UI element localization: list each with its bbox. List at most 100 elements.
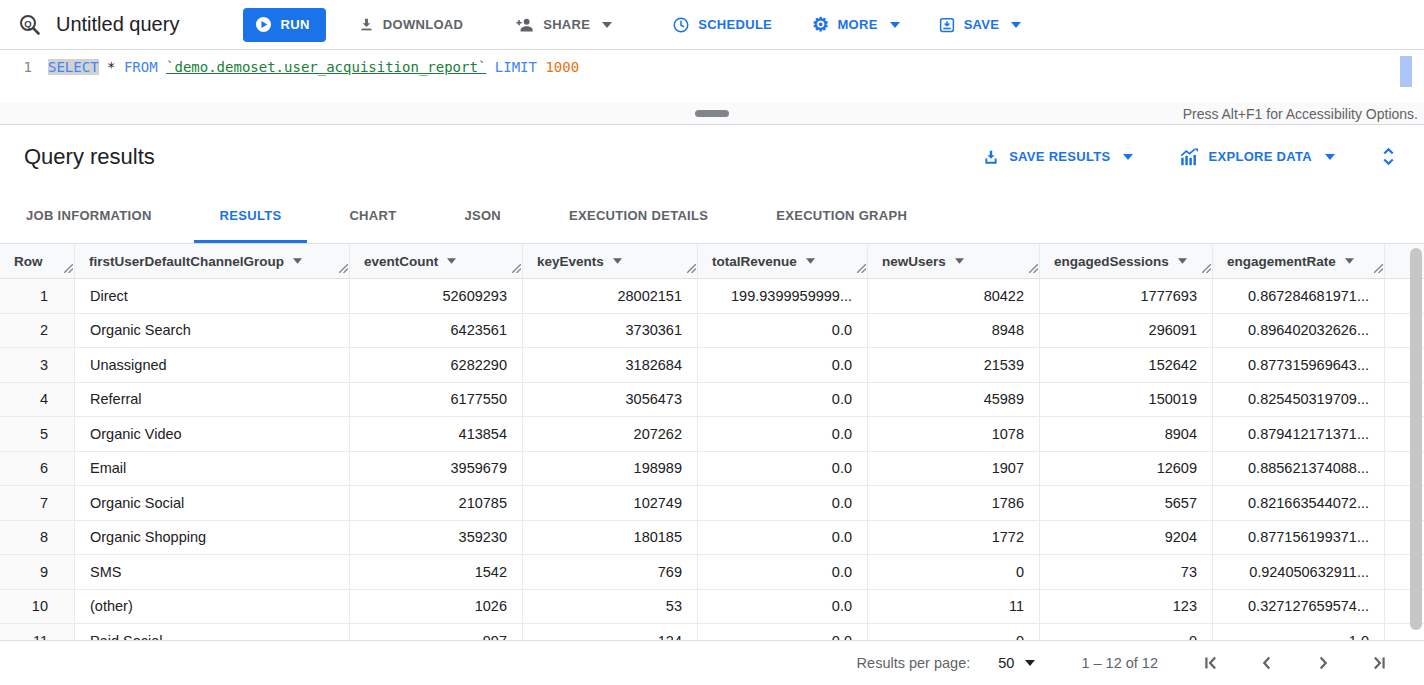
column-resize-handle[interactable]	[857, 261, 866, 276]
save-results-button[interactable]: SAVE RESULTS	[982, 148, 1133, 166]
expand-panel-button[interactable]	[1381, 147, 1396, 166]
table-cell[interactable]: 1777693	[1040, 279, 1213, 313]
table-cell[interactable]: 0.0	[698, 452, 868, 486]
table-cell[interactable]: 198989	[523, 452, 698, 486]
previous-page-button[interactable]	[1256, 652, 1278, 674]
tab-results[interactable]: RESULTS	[194, 188, 308, 243]
table-cell[interactable]: 102749	[523, 486, 698, 520]
row-number-cell[interactable]: 7	[0, 486, 75, 520]
editor-resize-handle[interactable]	[695, 110, 729, 117]
sql-code-line[interactable]: SELECT * FROM `demo.demoset.user_acquisi…	[48, 59, 579, 75]
last-page-button[interactable]	[1368, 652, 1390, 674]
table-cell[interactable]: 73	[1040, 555, 1213, 589]
tab-execution-graph[interactable]: EXECUTION GRAPH	[750, 188, 933, 243]
table-cell[interactable]: 5657	[1040, 486, 1213, 520]
table-cell[interactable]: Organic Search	[75, 314, 350, 348]
table-cell[interactable]: 1907	[868, 452, 1040, 486]
table-cell[interactable]: Organic Social	[75, 486, 350, 520]
table-cell[interactable]: 0.877156199371...	[1213, 521, 1385, 555]
table-cell[interactable]: Paid Social	[75, 624, 350, 640]
next-page-button[interactable]	[1312, 652, 1334, 674]
table-cell[interactable]: 6423561	[350, 314, 523, 348]
table-cell[interactable]: Organic Shopping	[75, 521, 350, 555]
table-cell[interactable]: Direct	[75, 279, 350, 313]
table-cell[interactable]: 124	[523, 624, 698, 640]
table-cell[interactable]: 0.896402032626...	[1213, 314, 1385, 348]
column-header-keyEvents[interactable]: keyEvents	[523, 244, 698, 278]
table-cell[interactable]: 3182684	[523, 348, 698, 382]
table-cell[interactable]: 11	[868, 590, 1040, 624]
column-resize-handle[interactable]	[1374, 261, 1383, 276]
table-cell[interactable]: 296091	[1040, 314, 1213, 348]
column-menu-icon[interactable]	[1345, 258, 1354, 264]
table-cell[interactable]: 0	[868, 555, 1040, 589]
table-cell[interactable]: 0.327127659574...	[1213, 590, 1385, 624]
column-header-firstUserDefaultChannelGroup[interactable]: firstUserDefaultChannelGroup	[75, 244, 350, 278]
table-cell[interactable]: 199.9399959999...	[698, 279, 868, 313]
row-number-cell[interactable]: 10	[0, 590, 75, 624]
table-cell[interactable]: 6282290	[350, 348, 523, 382]
table-cell[interactable]: 0.0	[698, 521, 868, 555]
sql-table-reference[interactable]: `demo.demoset.user_acquisition_report`	[166, 59, 486, 75]
table-cell[interactable]: 0.0	[698, 348, 868, 382]
table-cell[interactable]: (other)	[75, 590, 350, 624]
table-cell[interactable]: 0.885621374088...	[1213, 452, 1385, 486]
table-cell[interactable]: 0.0	[698, 624, 868, 640]
table-cell[interactable]: 1542	[350, 555, 523, 589]
table-cell[interactable]: 0	[868, 624, 1040, 640]
row-number-cell[interactable]: 9	[0, 555, 75, 589]
table-cell[interactable]: 0.0	[698, 417, 868, 451]
table-cell[interactable]: SMS	[75, 555, 350, 589]
sql-editor[interactable]: 1 SELECT * FROM `demo.demoset.user_acqui…	[0, 50, 1424, 103]
column-resize-handle[interactable]	[1202, 261, 1211, 276]
table-cell[interactable]: 28002151	[523, 279, 698, 313]
table-cell[interactable]: 359230	[350, 521, 523, 555]
row-number-cell[interactable]: 1	[0, 279, 75, 313]
download-button[interactable]: DOWNLOAD	[350, 7, 471, 43]
table-scrollbar-thumb[interactable]	[1410, 248, 1422, 630]
row-number-cell[interactable]: 4	[0, 383, 75, 417]
table-cell[interactable]: 53	[523, 590, 698, 624]
table-cell[interactable]: 3730361	[523, 314, 698, 348]
first-page-button[interactable]	[1200, 652, 1222, 674]
more-button[interactable]: ⚙ MORE	[804, 7, 908, 43]
column-resize-handle[interactable]	[512, 261, 521, 276]
table-cell[interactable]: 0.924050632911...	[1213, 555, 1385, 589]
table-cell[interactable]: 0.821663544072...	[1213, 486, 1385, 520]
table-cell[interactable]: Unassigned	[75, 348, 350, 382]
column-resize-handle[interactable]	[339, 261, 348, 276]
column-menu-icon[interactable]	[1178, 258, 1187, 264]
table-cell[interactable]: 21539	[868, 348, 1040, 382]
table-cell[interactable]: 150019	[1040, 383, 1213, 417]
table-cell[interactable]: Referral	[75, 383, 350, 417]
column-menu-icon[interactable]	[806, 258, 815, 264]
table-cell[interactable]: 997	[350, 624, 523, 640]
table-cell[interactable]: 8948	[868, 314, 1040, 348]
table-cell[interactable]: 1786	[868, 486, 1040, 520]
table-cell[interactable]: 8904	[1040, 417, 1213, 451]
table-cell[interactable]: 413854	[350, 417, 523, 451]
table-cell[interactable]: 9204	[1040, 521, 1213, 555]
table-cell[interactable]: 0.825450319709...	[1213, 383, 1385, 417]
table-cell[interactable]: 52609293	[350, 279, 523, 313]
row-number-cell[interactable]: 11	[0, 624, 75, 640]
table-cell[interactable]: 1026	[350, 590, 523, 624]
table-cell[interactable]: 0.0	[698, 590, 868, 624]
table-cell[interactable]: 0.0	[698, 486, 868, 520]
column-header-Row[interactable]: Row	[0, 244, 75, 278]
query-title[interactable]: Untitled query	[56, 13, 179, 36]
share-button[interactable]: SHARE	[507, 7, 620, 43]
table-cell[interactable]: 0.867284681971...	[1213, 279, 1385, 313]
run-button[interactable]: RUN	[243, 8, 325, 42]
row-number-cell[interactable]: 5	[0, 417, 75, 451]
column-menu-icon[interactable]	[447, 258, 456, 264]
column-resize-handle[interactable]	[64, 261, 73, 276]
table-cell[interactable]: 207262	[523, 417, 698, 451]
table-cell[interactable]: 45989	[868, 383, 1040, 417]
tab-json[interactable]: JSON	[438, 188, 527, 243]
table-cell[interactable]: 1078	[868, 417, 1040, 451]
row-number-cell[interactable]: 3	[0, 348, 75, 382]
table-cell[interactable]: 180185	[523, 521, 698, 555]
column-header-newUsers[interactable]: newUsers	[868, 244, 1040, 278]
table-cell[interactable]: 769	[523, 555, 698, 589]
